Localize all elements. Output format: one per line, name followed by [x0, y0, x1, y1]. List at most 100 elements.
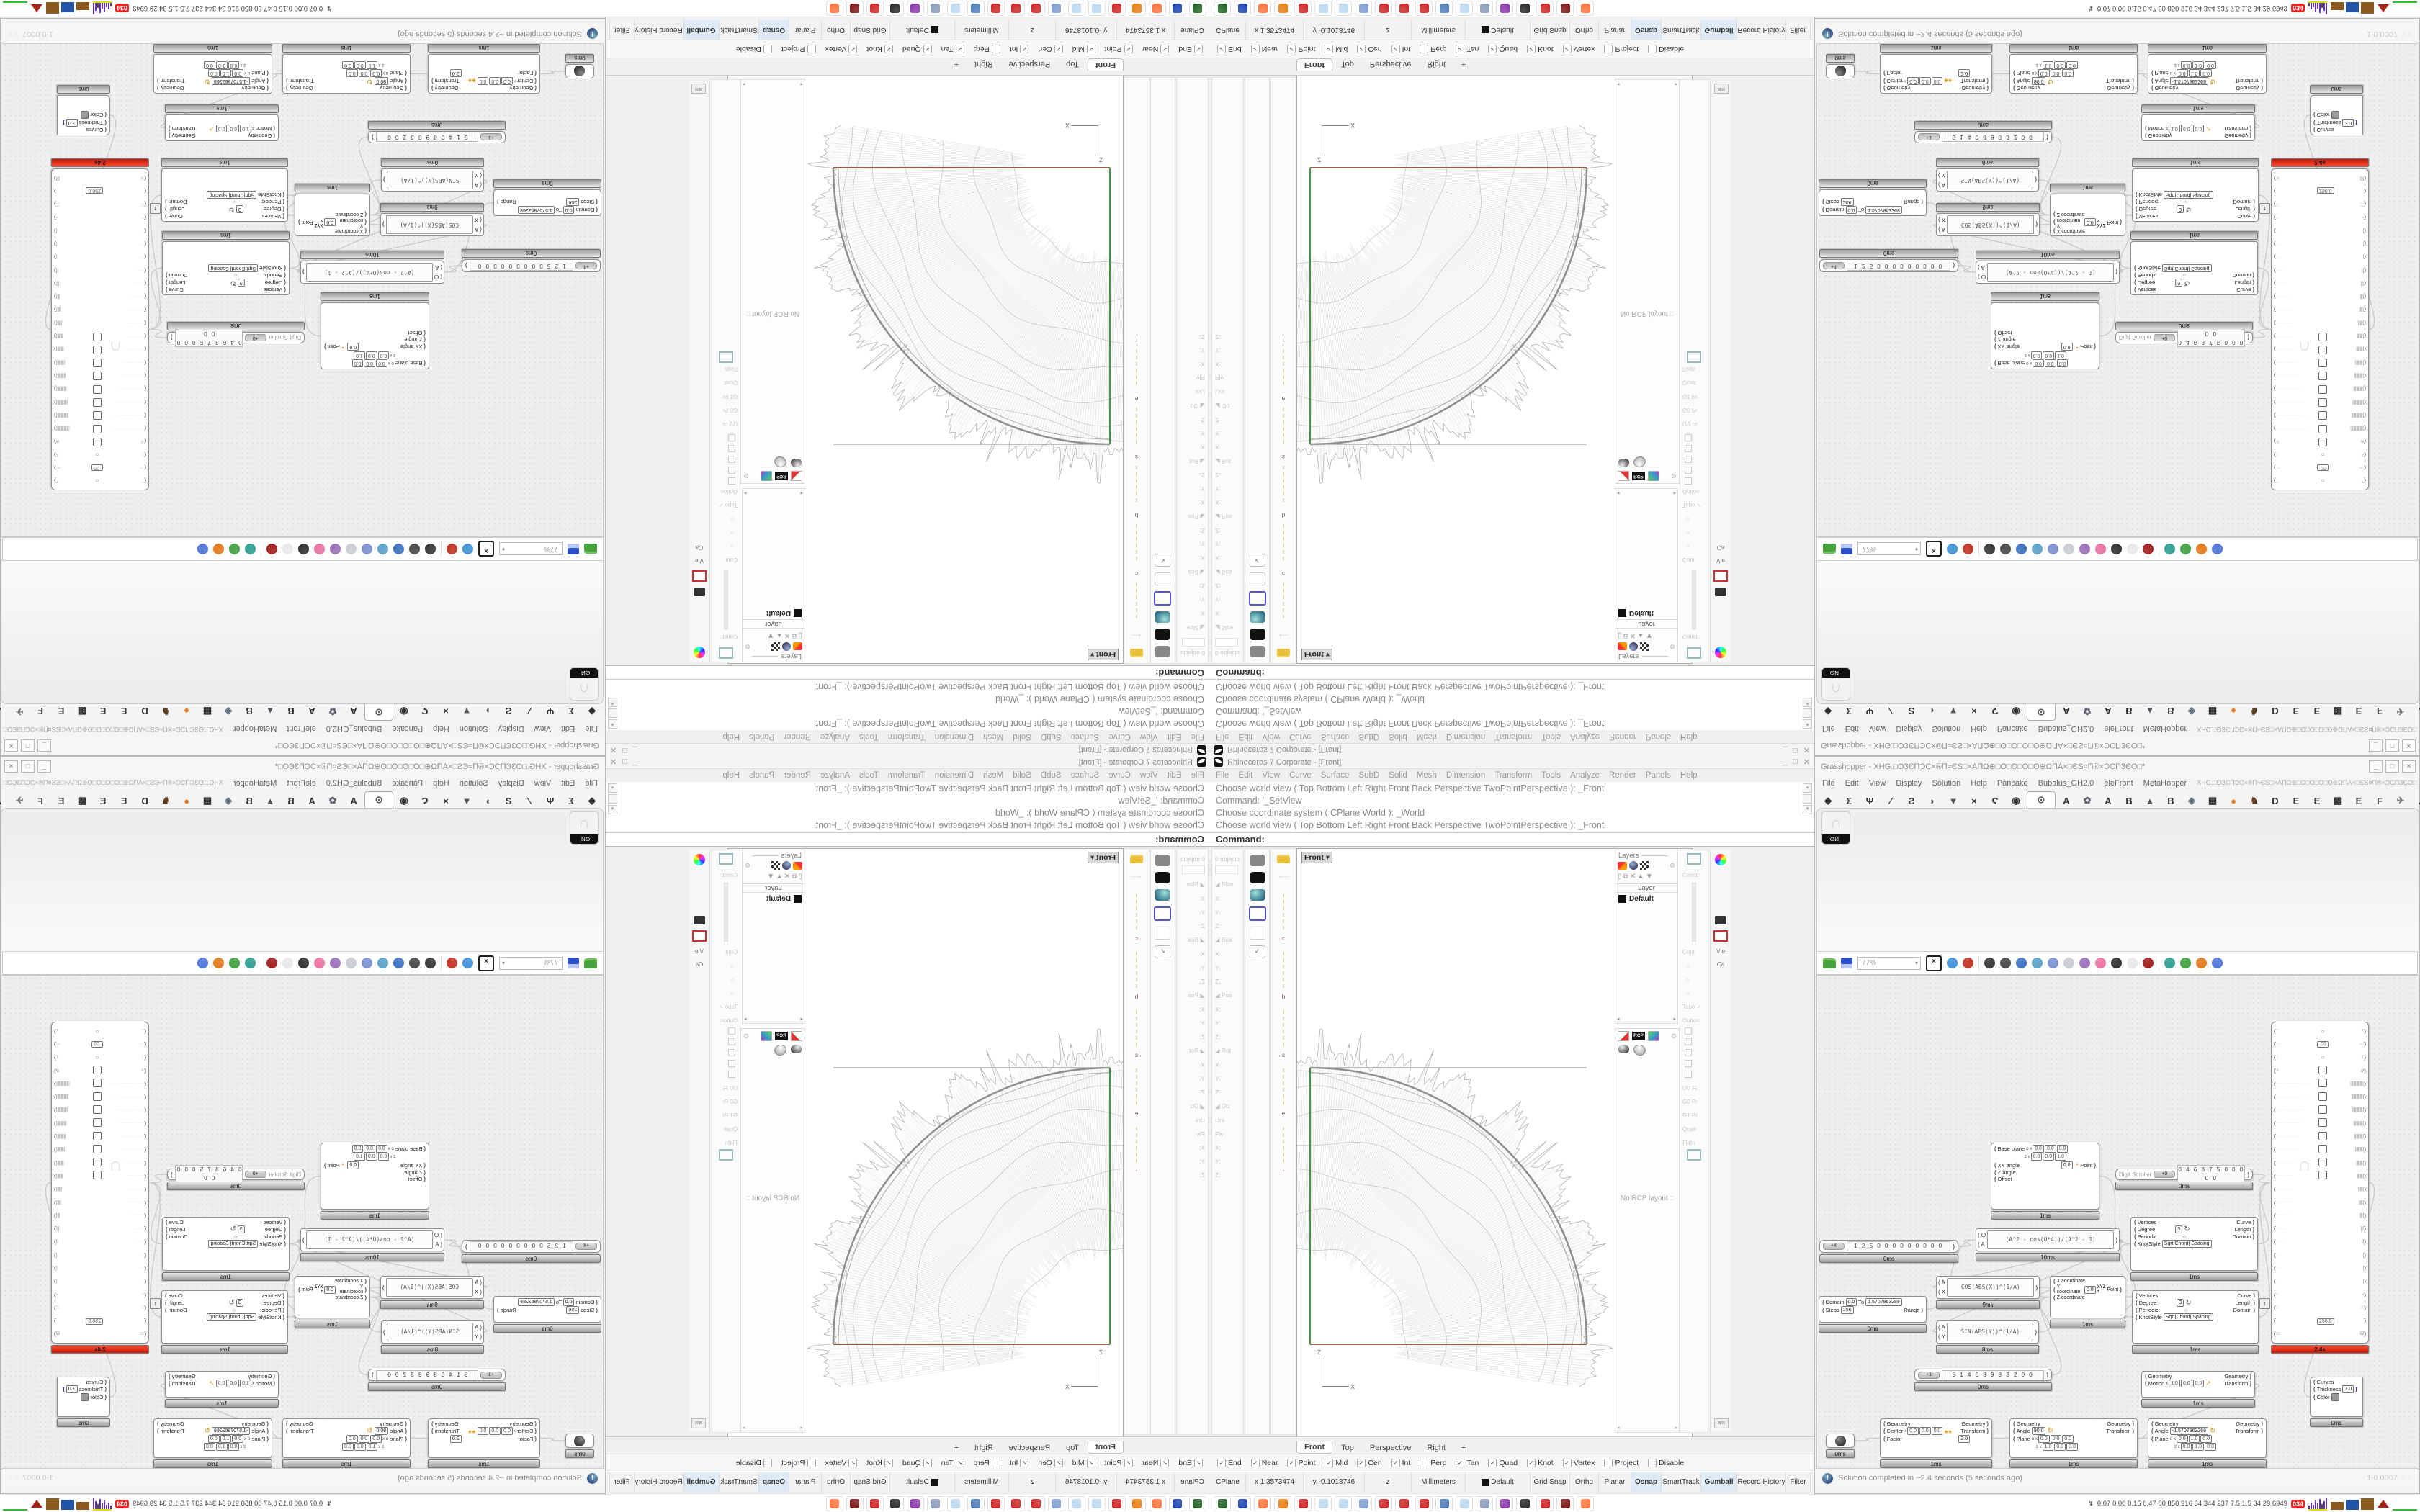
gh-component-move[interactable]: (Geometry Geometry) (Motion x 1.0 0.0 0.0 ↗ Tr… [2141, 1371, 2255, 1398]
gha-sphere-icon[interactable] [377, 544, 388, 554]
viewport-tab-right[interactable]: Right [1427, 60, 1446, 68]
menu-mesh[interactable]: Mesh [1416, 771, 1437, 780]
status-record-history[interactable]: Record History [634, 1472, 683, 1492]
gh-tab-17[interactable]: ◈ [225, 706, 232, 717]
gh-menu-elefront[interactable]: eleFront [2104, 724, 2133, 734]
gh-component-slider2[interactable]: +1 5 1 4 0 8 9 8 3 2 0 0) [368, 131, 506, 143]
taskbar-icon-gear-red-3[interactable] [1008, 1496, 1025, 1511]
gh-menu-bubalus_gh2.0[interactable]: Bubalus_GH2.0 [326, 778, 382, 788]
gh-tab-17[interactable]: ◈ [2188, 706, 2195, 717]
panel-checkbox[interactable] [1685, 1049, 1692, 1056]
gh-menu-solution[interactable]: Solution [1932, 724, 1961, 734]
gh-menu-display[interactable]: Display [1896, 724, 1922, 734]
gh-tab-23[interactable]: E [2313, 706, 2321, 716]
viewport-tab-+[interactable]: + [954, 1444, 959, 1452]
status-ortho[interactable]: Ortho [821, 20, 850, 40]
gh-component-scale[interactable]: (Geometry Geometry) (Center x 0.0 0.0 0.0 ●● T… [428, 54, 540, 94]
gh-titlebar[interactable]: Grasshopper - XHG.□O3ЄПƆC×®П≈ЄS□×AПΩ⊕□O□… [1815, 736, 2419, 755]
blob-red-icon[interactable] [266, 544, 277, 554]
blob-teal-icon[interactable] [2164, 958, 2175, 968]
menu-mesh[interactable]: Mesh [1416, 732, 1437, 741]
solution-info-icon[interactable]: ! [1822, 28, 1833, 40]
gh-tab-12[interactable]: ✿ [328, 706, 337, 717]
layers-scroll-right[interactable]: ▸ [744, 490, 747, 495]
gh-menu-edit[interactable]: Edit [561, 724, 575, 734]
taskbar-icon-firefox[interactable] [1254, 1, 1271, 16]
zoom-extents-icon[interactable]: × [1926, 541, 1942, 557]
osnap-checkbox[interactable]: ✓ [1054, 45, 1063, 53]
gh-close-button[interactable]: ✕ [2402, 739, 2416, 752]
resize-grip-icon[interactable]: ⁙⁙ [6, 30, 19, 38]
gh-component-rotate2[interactable]: (Geometry Geometry) (Angle -1.5707963268 ↻ T… [153, 54, 272, 94]
sparkle-tab-icon[interactable] [1648, 1031, 1659, 1041]
command-prompt[interactable]: Command: [1210, 665, 1814, 679]
osnap-item-mid[interactable]: ✓ Mid [1072, 1459, 1095, 1467]
swatch-box[interactable] [1155, 572, 1171, 585]
gh-tab-1[interactable]: Σ [568, 706, 574, 716]
gh-tab-27[interactable]: ✈ [15, 706, 24, 717]
layer-row-default[interactable]: Default [1615, 607, 1677, 619]
gh-component-slider1[interactable]: +4 1 2 5 0 0 0 0 0 0 0 0 0) [462, 259, 601, 272]
gh-canvas[interactable]: +4 1 2 5 0 0 0 0 0 0 0 0 0) 0ms +1 5 1 4 0 8… [1816, 975, 2419, 1470]
status-z[interactable]: z [1365, 20, 1412, 40]
camera-icon[interactable] [694, 916, 705, 924]
ribbon-component-button[interactable]: ∩ ⊙И_ [570, 811, 599, 845]
osnap-item-point[interactable]: ✓ Point [1287, 45, 1315, 53]
sparkle-tab-icon[interactable] [1648, 471, 1659, 481]
gh-tab-9[interactable]: ◉ [400, 706, 408, 717]
panel-checkbox[interactable] [728, 1038, 735, 1045]
gh-component-expr[interactable]: ( O( A (A^2 - cos(O*4))/(A^2 - 1)) [1976, 261, 2120, 284]
layers-scroll-right[interactable]: ▸ [744, 1017, 747, 1022]
sphere-orange-icon[interactable] [213, 544, 224, 554]
status-gumball[interactable]: Gumball [683, 20, 719, 40]
panel-slider[interactable] [1692, 883, 1696, 942]
osnap-item-vertex[interactable]: ✓ Vertex [1562, 45, 1595, 53]
gh-tab-0[interactable]: ◆ [588, 795, 596, 806]
gear-icon[interactable]: ⚙ [1669, 861, 1675, 869]
gh-tab-24[interactable]: ▩ [2333, 706, 2343, 717]
gh-component-rotate2[interactable]: (Geometry Geometry) (Angle -1.5707963268 ↻ T… [2148, 1418, 2267, 1458]
gh-tab-24[interactable]: ▩ [77, 795, 87, 806]
gh-tab-26[interactable]: F [37, 796, 43, 806]
open-file-icon[interactable] [1823, 958, 1836, 968]
float-up-button[interactable]: ↑ [150, 202, 161, 214]
viewport-tab-front[interactable]: Front [1087, 58, 1124, 71]
panel-checkbox[interactable] [728, 434, 735, 441]
menu-surface[interactable]: Surface [1320, 771, 1350, 780]
rhino-titlebar[interactable]: Rhinoceros 7 Corporate - [Front] _ □ ✕ [606, 743, 1210, 756]
gh-tab-21[interactable]: D [2272, 796, 2279, 806]
taskbar-icon-notepad-3[interactable] [947, 1, 964, 16]
gh-component-scale[interactable]: (Geometry Geometry) (Center x 0.0 0.0 0.0 ●● T… [1880, 1418, 1992, 1458]
menu-view[interactable]: View [1262, 771, 1281, 780]
viewport-tab-right[interactable]: Right [1427, 1444, 1446, 1452]
layer-checker-icon[interactable] [771, 861, 780, 870]
rcp-scroll-left[interactable]: ◂ [1617, 1426, 1620, 1431]
gh-menu-file[interactable]: File [1822, 724, 1835, 734]
status-planar[interactable]: Planar [1599, 1472, 1631, 1492]
menu-edit[interactable]: Edit [1238, 732, 1253, 741]
camera-icon[interactable] [694, 588, 705, 596]
gh-component-rotate1[interactable]: (Geometry Geometry) (Angle 90.0 ↻ Transform)… [2009, 54, 2138, 94]
osnap-checkbox[interactable] [807, 45, 816, 53]
status-millimeters[interactable]: Millimeters [954, 1472, 1008, 1492]
osnap-checkbox[interactable]: ✓ [1391, 45, 1400, 53]
taskbar-icon-notepad-2[interactable] [1335, 1496, 1352, 1511]
osnap-item-perp[interactable]: Perp [1420, 45, 1446, 53]
command-prompt[interactable]: Command: [606, 665, 1210, 679]
auto-checkbox[interactable]: ✓ [1249, 554, 1265, 567]
gh-titlebar[interactable]: Grasshopper - XHG.□O3ЄПƆC×®П≈ЄS□×AПΩ⊕□O□… [1, 757, 605, 776]
zoom-level-dropdown[interactable]: 77% ▾ [499, 956, 563, 970]
radio-icon[interactable]: ○ [1686, 990, 1690, 996]
status-cplane[interactable]: CPlane [1174, 20, 1210, 40]
osnap-checkbox[interactable]: ✓ [1562, 1459, 1572, 1467]
panel-checkbox[interactable] [1685, 1027, 1692, 1035]
gh-canvas[interactable]: +4 1 2 5 0 0 0 0 0 0 0 0 0) 0ms +1 5 1 4 0 8… [1, 975, 604, 1470]
paint-tab-icon[interactable] [1618, 1031, 1629, 1041]
gh-tab-19[interactable]: ● [184, 706, 189, 716]
radio-icon[interactable]: ○ [730, 976, 734, 983]
menu-subd[interactable]: SubD [1358, 771, 1380, 780]
panel-checkbox[interactable] [1685, 1071, 1692, 1078]
gh-component-preview[interactable]: (Curves (Thickness 3.0 ʃ (Color [57, 95, 110, 135]
osnap-item-quad[interactable]: ✓ Quad [902, 1459, 932, 1467]
osnap-checkbox[interactable] [1420, 1459, 1429, 1467]
